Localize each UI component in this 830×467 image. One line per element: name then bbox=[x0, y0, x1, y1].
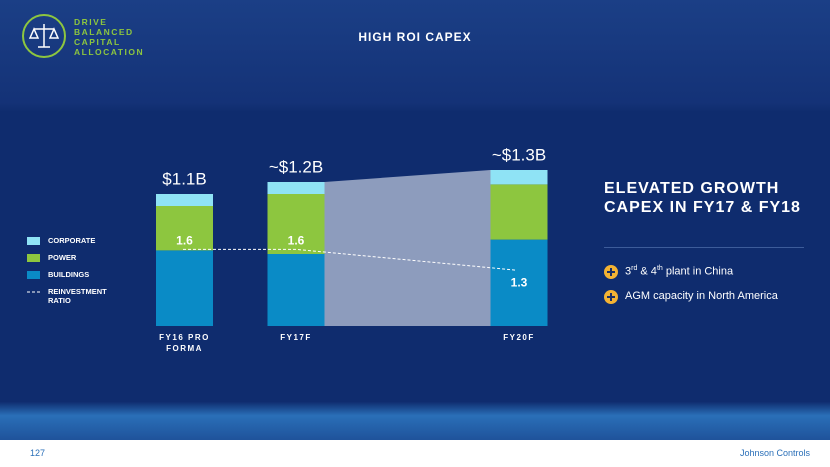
ratio-line bbox=[183, 248, 518, 271]
bar-segment bbox=[267, 194, 325, 254]
bullet-plus bbox=[607, 293, 615, 301]
bullet-part: 3 bbox=[625, 265, 632, 278]
bar-segment bbox=[490, 170, 548, 185]
legend-label: BUILDINGS bbox=[48, 270, 90, 279]
legend-label: POWER bbox=[48, 253, 77, 262]
bullet-part: th bbox=[656, 265, 663, 272]
section-label: DRIVE BALANCED CAPITAL ALLOCATION bbox=[74, 17, 145, 57]
x-tick-label: FY20F bbox=[503, 333, 535, 342]
footer-bar bbox=[0, 440, 830, 467]
legend-swatch bbox=[27, 271, 40, 279]
section-icon bbox=[22, 14, 66, 58]
x-tick-label: FY17F bbox=[280, 333, 312, 342]
bar-segment bbox=[156, 194, 213, 206]
total-label: ~$1.2B bbox=[269, 157, 323, 176]
scale-icon bbox=[28, 24, 60, 48]
bar-segment bbox=[267, 182, 325, 194]
legend-label: REINVESTMENT RATIO bbox=[48, 287, 107, 305]
bar-segment bbox=[267, 254, 325, 326]
ratio-label: 1.3 bbox=[511, 275, 528, 289]
connector-band bbox=[324, 170, 491, 326]
bar-segment bbox=[156, 206, 213, 251]
bullet-plus bbox=[607, 268, 615, 276]
total-label: ~$1.3B bbox=[492, 145, 546, 164]
ratio-label: 1.6 bbox=[288, 234, 305, 248]
bullet-part: plant in China bbox=[662, 265, 734, 278]
page-number: 127 bbox=[30, 448, 46, 458]
legend-swatch bbox=[27, 254, 40, 262]
bullet-part: rd bbox=[631, 265, 638, 272]
bullet-part: AGM capacity in North America bbox=[625, 290, 778, 302]
callout-title: ELEVATED GROWTH CAPEX IN FY17 & FY18 bbox=[604, 180, 801, 216]
bar-segment bbox=[156, 250, 213, 326]
bar-segment bbox=[490, 184, 548, 240]
bullet-text: 3rd & 4th plant in China bbox=[625, 265, 733, 278]
bullet-part: & 4 bbox=[637, 265, 657, 278]
legend-swatch bbox=[27, 237, 40, 245]
divider bbox=[604, 247, 804, 248]
bar-segment bbox=[490, 239, 548, 326]
slide-title: HIGH ROI CAPEX bbox=[358, 30, 472, 44]
ratio-label: 1.6 bbox=[176, 234, 193, 248]
company: Johnson Controls bbox=[739, 448, 810, 458]
legend-label: CORPORATE bbox=[48, 236, 96, 245]
x-tick-label: FY16 PRO FORMA bbox=[159, 333, 210, 353]
bullet-text: AGM capacity in North America bbox=[625, 290, 778, 302]
total-label: $1.1B bbox=[162, 169, 206, 188]
